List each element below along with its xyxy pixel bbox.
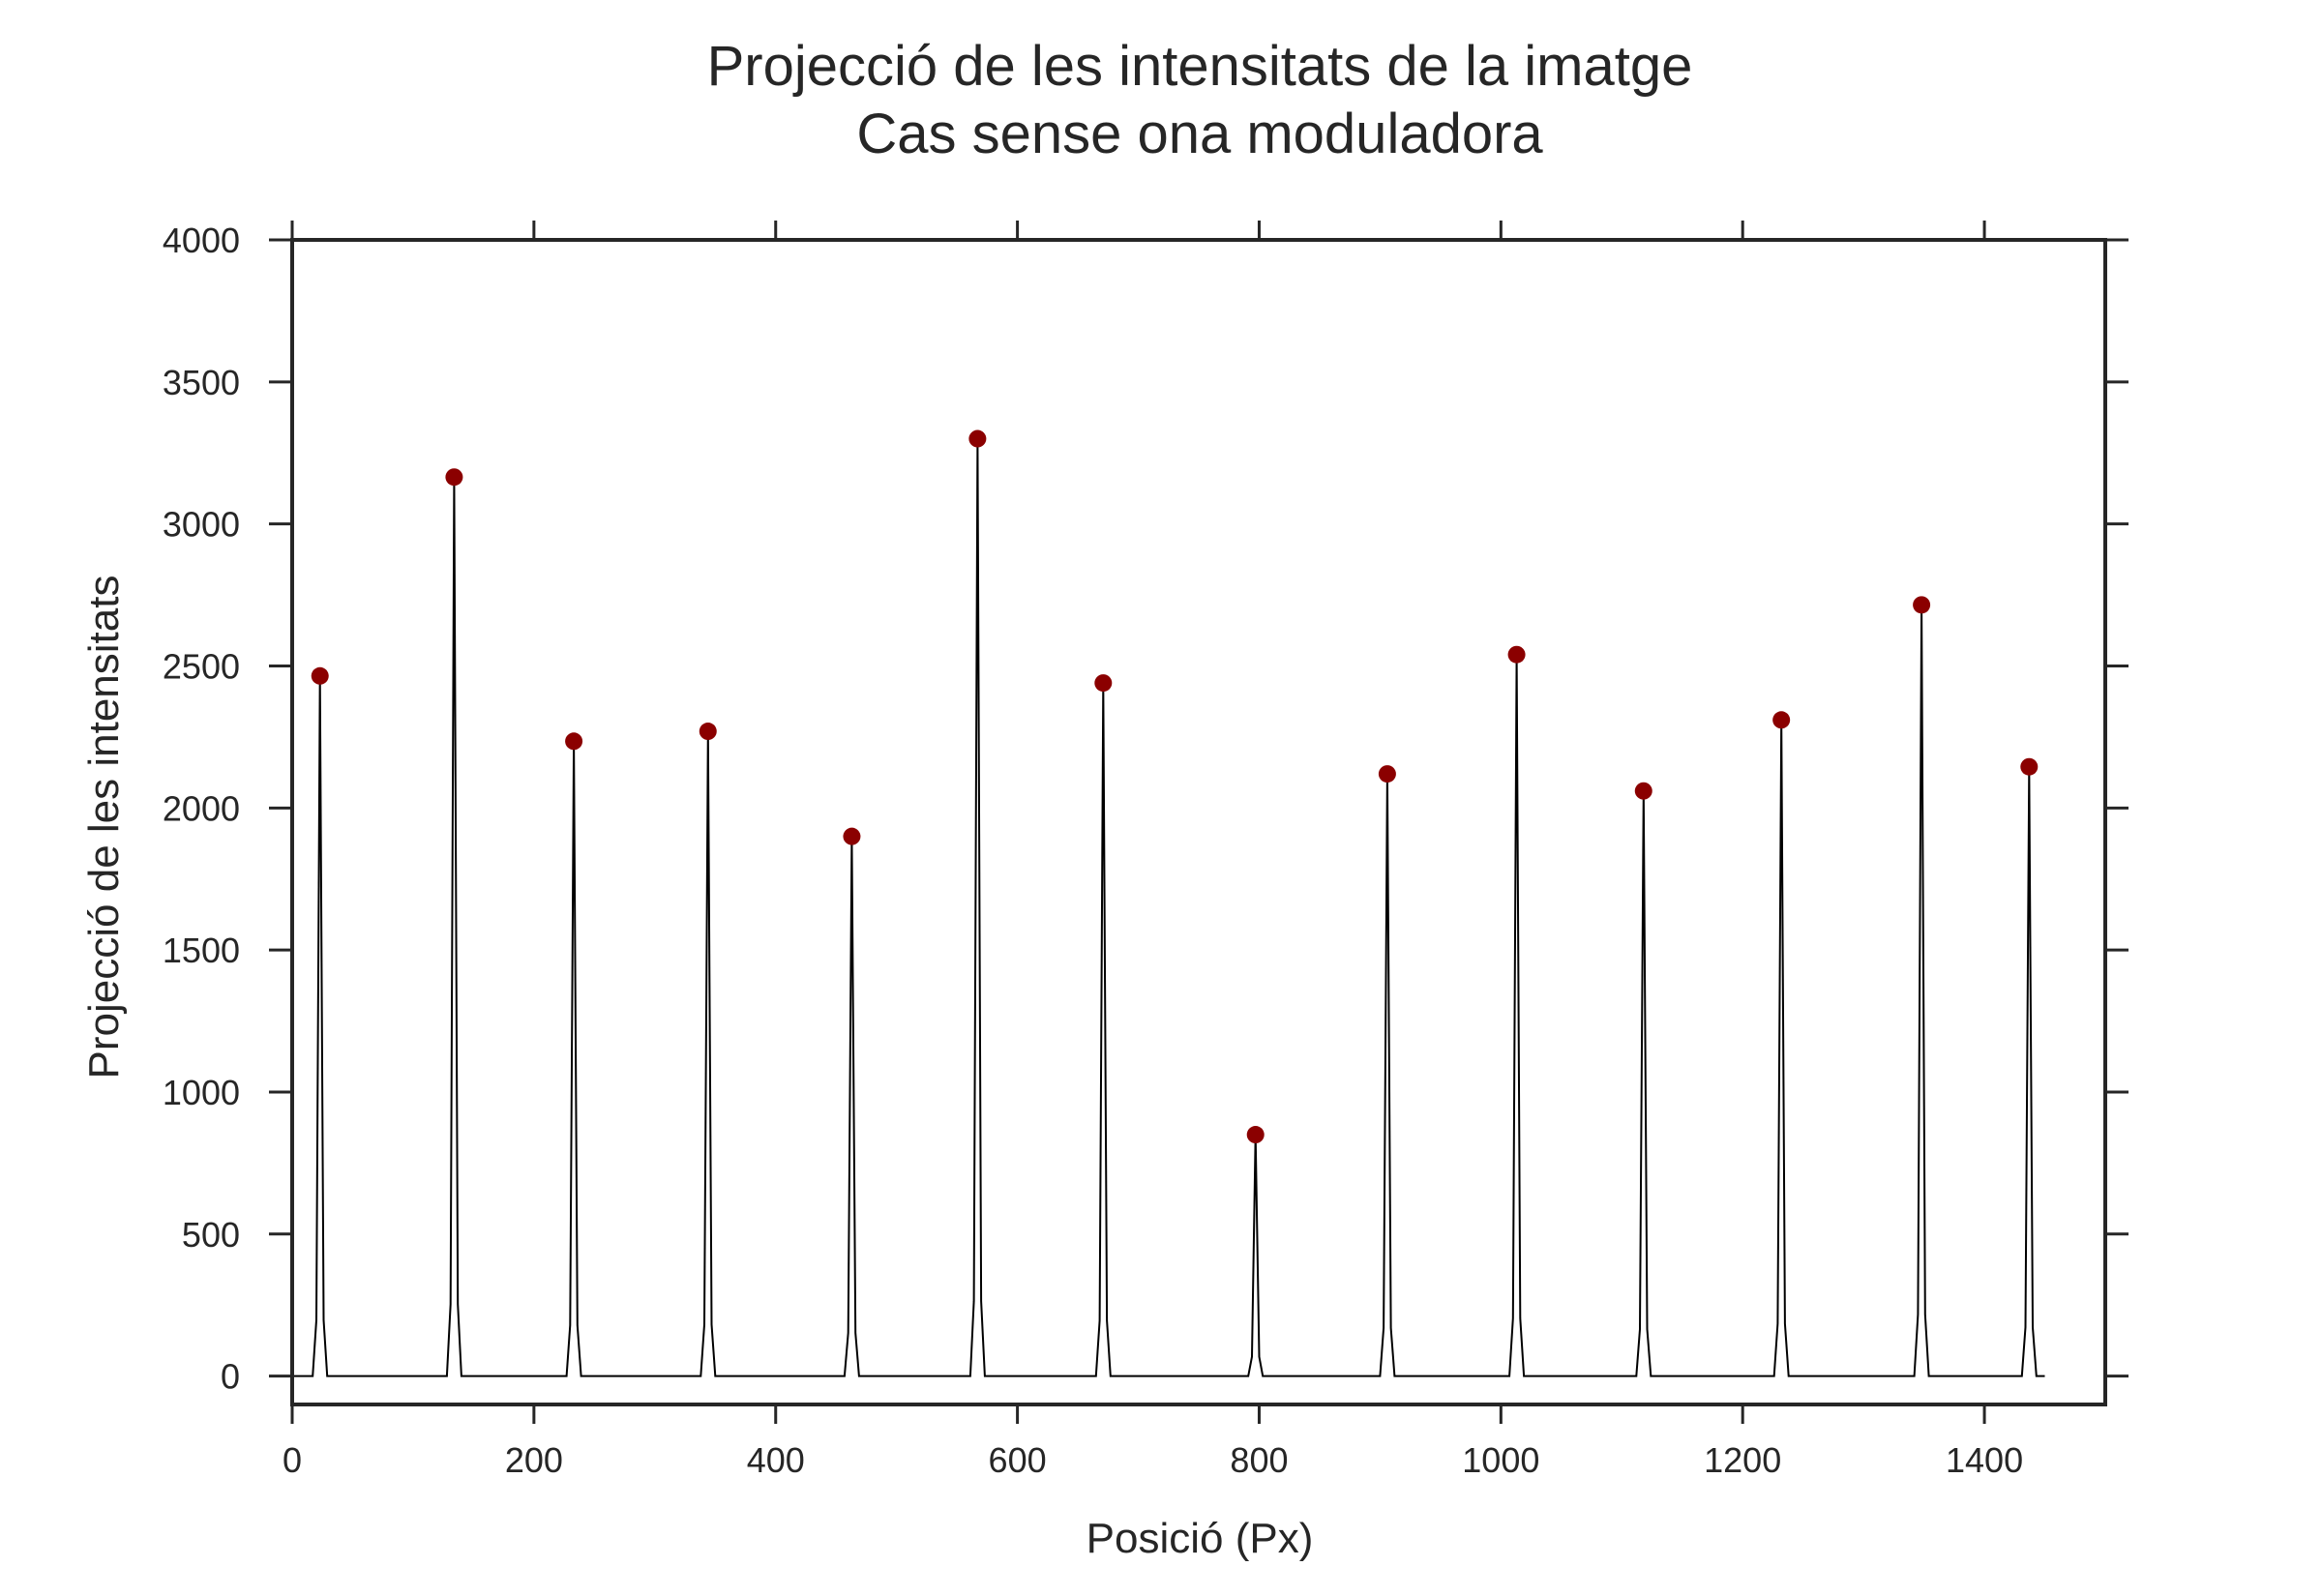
y-tick-label: 3500 (163, 363, 240, 402)
x-tick-label: 600 (989, 1440, 1047, 1480)
y-tick-label: 1000 (163, 1073, 240, 1112)
peak-marker (1246, 1126, 1265, 1144)
peak-marker (311, 666, 329, 685)
peak-marker (445, 468, 463, 487)
plot-frame (290, 238, 2107, 1406)
x-tick-label: 800 (1230, 1440, 1288, 1480)
y-tick-label: 500 (182, 1215, 240, 1255)
x-tick-label: 200 (505, 1440, 563, 1480)
x-tick-label: 1000 (1462, 1440, 1539, 1480)
y-tick-label: 2000 (163, 788, 240, 828)
x-tick-label: 400 (747, 1440, 805, 1480)
y-axis-label: Projecció de les intensitats (80, 576, 128, 1079)
chart-title: Projecció de les intensitats de la imatg… (707, 35, 1693, 98)
peak-marker (2020, 757, 2039, 776)
y-tick-label: 3000 (163, 505, 240, 545)
x-axis-label: Posició (Px) (1087, 1515, 1314, 1562)
peak-marker (968, 429, 987, 448)
axis-ticks: 0 200 400 600 800 1000 1200 1400 0 500 1000 1500 200… (163, 221, 2128, 1480)
peak-marker (1378, 765, 1396, 783)
x-tick-label: 1400 (1946, 1440, 2023, 1480)
y-tick-label: 0 (221, 1357, 240, 1397)
peak-marker (1634, 782, 1652, 800)
peak-marker (843, 827, 861, 845)
peak-marker (699, 723, 717, 741)
plot-area (292, 429, 2045, 1377)
x-tick-label: 1200 (1704, 1440, 1781, 1480)
x-tick-label: 0 (283, 1440, 302, 1480)
peak-marker (565, 732, 583, 751)
peak-marker (1094, 674, 1113, 693)
y-tick-label: 2500 (163, 646, 240, 686)
y-tick-label: 4000 (163, 221, 240, 260)
peak-marker (1772, 711, 1791, 729)
peak-marker (1913, 596, 1931, 614)
chart-subtitle: Cas sense ona moduladora (856, 103, 1543, 165)
series-line (292, 438, 2045, 1377)
peak-marker (1507, 645, 1526, 664)
y-tick-label: 1500 (163, 931, 240, 970)
